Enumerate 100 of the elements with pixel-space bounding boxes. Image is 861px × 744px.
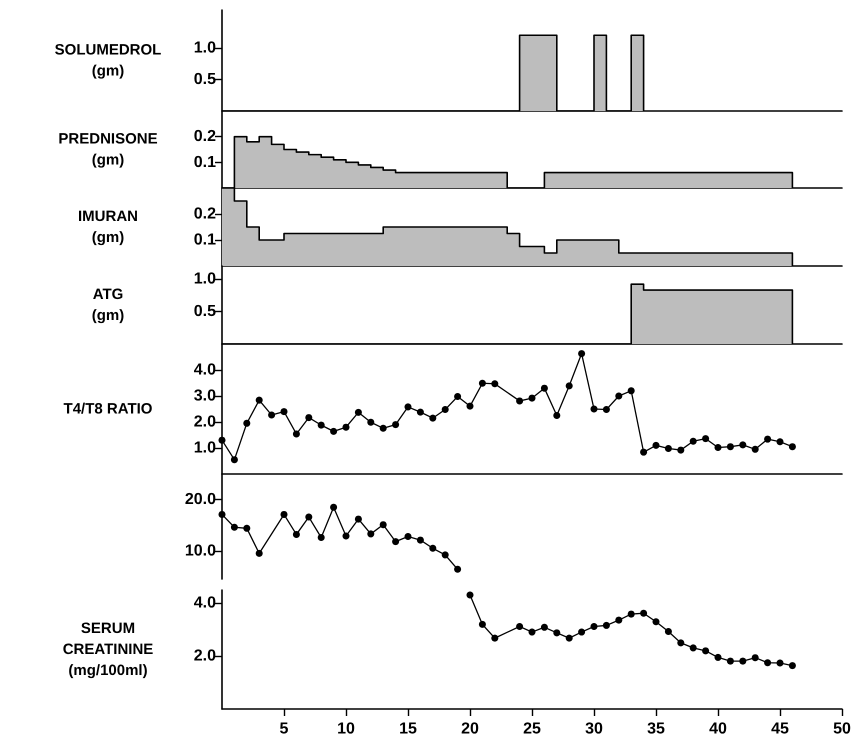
point bbox=[318, 534, 325, 542]
point bbox=[256, 550, 263, 557]
point bbox=[491, 380, 498, 388]
point bbox=[739, 658, 746, 665]
point bbox=[652, 442, 660, 449]
point bbox=[354, 516, 362, 523]
point bbox=[714, 654, 722, 661]
point bbox=[454, 393, 462, 400]
point bbox=[553, 629, 560, 636]
point bbox=[243, 420, 250, 427]
point bbox=[764, 436, 772, 443]
point bbox=[305, 414, 312, 422]
point bbox=[615, 392, 622, 400]
x-tick-label: 10 bbox=[337, 720, 355, 738]
x-tick-label: 30 bbox=[585, 720, 603, 738]
point bbox=[268, 411, 276, 418]
point bbox=[628, 387, 635, 394]
point bbox=[305, 514, 312, 521]
y-tick-label: 20.0 bbox=[184, 491, 216, 508]
x-tick-label: 35 bbox=[647, 720, 665, 738]
y-axis-title: PREDNISONE (gm) bbox=[58, 130, 158, 168]
y-tick-label: 0.5 bbox=[194, 70, 216, 88]
point bbox=[590, 406, 598, 412]
x-tick-label: 15 bbox=[399, 720, 417, 738]
point bbox=[404, 403, 412, 410]
point bbox=[280, 408, 288, 416]
point bbox=[478, 620, 486, 628]
y-tick-label: 0.2 bbox=[194, 206, 216, 222]
point bbox=[566, 382, 573, 390]
point bbox=[553, 412, 560, 419]
point bbox=[416, 408, 424, 416]
point bbox=[726, 658, 734, 665]
point bbox=[776, 659, 784, 666]
point bbox=[516, 622, 524, 630]
x-tick-label: 5 bbox=[280, 720, 289, 738]
point bbox=[318, 422, 325, 429]
x-tick-label: 20 bbox=[461, 720, 479, 738]
y-tick-label: 10.0 bbox=[184, 542, 216, 560]
y-tick-label: 1.0 bbox=[194, 440, 216, 456]
point bbox=[602, 622, 610, 629]
point bbox=[429, 544, 436, 552]
point bbox=[256, 396, 263, 404]
y-tick-label: 2.0 bbox=[194, 648, 216, 665]
point bbox=[664, 628, 672, 636]
point bbox=[788, 443, 796, 450]
point bbox=[491, 634, 498, 642]
y-axis-title: SOLUMEDROL (gm) bbox=[54, 42, 162, 80]
point bbox=[466, 402, 474, 410]
point bbox=[528, 394, 536, 402]
point bbox=[690, 644, 697, 652]
point bbox=[380, 424, 387, 432]
point bbox=[442, 406, 449, 414]
point bbox=[788, 662, 796, 670]
y-axis-title: SERUM CREATININE (mg/100ml) bbox=[62, 620, 154, 679]
point bbox=[367, 530, 374, 538]
y-tick-label: 0.1 bbox=[194, 232, 216, 248]
point bbox=[454, 566, 462, 573]
point bbox=[218, 436, 226, 444]
point bbox=[392, 421, 400, 428]
point bbox=[404, 532, 412, 540]
point bbox=[702, 647, 710, 654]
point bbox=[615, 616, 622, 624]
x-tick-label: 40 bbox=[709, 720, 727, 738]
point bbox=[578, 628, 586, 636]
point bbox=[230, 456, 238, 464]
x-tick-label: 50 bbox=[833, 720, 851, 738]
y-tick-label: 4.0 bbox=[194, 594, 216, 612]
point bbox=[354, 408, 362, 416]
point bbox=[714, 444, 722, 451]
point bbox=[380, 521, 387, 528]
point bbox=[677, 446, 684, 454]
point bbox=[628, 610, 635, 618]
point bbox=[330, 504, 338, 511]
point bbox=[478, 380, 486, 387]
point bbox=[243, 524, 250, 532]
point bbox=[690, 438, 697, 445]
point bbox=[739, 441, 746, 448]
y-tick-label: 0.1 bbox=[194, 154, 216, 171]
point bbox=[640, 448, 648, 456]
point bbox=[752, 446, 759, 453]
point bbox=[367, 418, 374, 426]
y-axis-title: T4/T8 RATIO bbox=[64, 400, 153, 418]
y-tick-label: 1.0 bbox=[194, 270, 216, 288]
y-axis-title: IMURAN (gm) bbox=[78, 208, 138, 246]
point bbox=[664, 445, 672, 452]
point bbox=[342, 532, 350, 540]
y-tick-label: 0.2 bbox=[194, 128, 216, 146]
point bbox=[218, 510, 226, 518]
point bbox=[442, 551, 449, 558]
point bbox=[429, 414, 436, 422]
point bbox=[776, 438, 784, 446]
point bbox=[230, 524, 238, 531]
y-tick-label: 2.0 bbox=[194, 414, 216, 430]
point bbox=[590, 622, 598, 630]
point bbox=[677, 639, 684, 646]
x-tick-label: 25 bbox=[523, 720, 541, 738]
point bbox=[602, 406, 610, 414]
point bbox=[726, 443, 734, 450]
point bbox=[392, 538, 400, 546]
point bbox=[764, 659, 772, 666]
